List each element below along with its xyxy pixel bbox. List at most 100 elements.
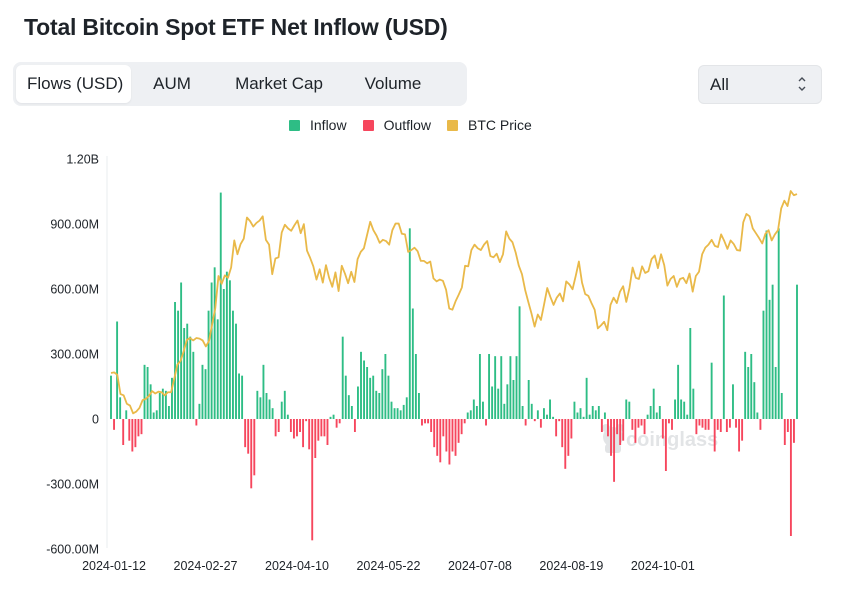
inflow-bar[interactable] — [777, 228, 780, 419]
inflow-bar[interactable] — [774, 367, 777, 419]
outflow-bar[interactable] — [296, 419, 298, 437]
tab-volume[interactable]: Volume — [364, 74, 422, 93]
outflow-bar[interactable] — [274, 419, 277, 437]
inflow-bar[interactable] — [652, 388, 655, 419]
inflow-bar[interactable] — [536, 410, 539, 419]
outflow-bar[interactable] — [439, 419, 442, 463]
tab-flows-usd[interactable]: Flows (USD) — [16, 65, 131, 103]
inflow-bar[interactable] — [204, 369, 207, 419]
outflow-bar[interactable] — [247, 419, 250, 454]
outflow-bar[interactable] — [454, 419, 457, 456]
outflow-bar[interactable] — [320, 419, 323, 437]
outflow-bar[interactable] — [421, 419, 423, 426]
inflow-bar[interactable] — [219, 192, 222, 419]
inflow-bar[interactable] — [207, 310, 210, 419]
outflow-bar[interactable] — [707, 419, 710, 430]
inflow-bar[interactable] — [796, 284, 798, 419]
inflow-bar[interactable] — [750, 354, 753, 419]
outflow-bar[interactable] — [457, 419, 460, 443]
outflow-bar[interactable] — [445, 419, 448, 452]
outflow-bar[interactable] — [436, 419, 439, 456]
inflow-bar[interactable] — [125, 410, 128, 419]
inflow-bar[interactable] — [500, 356, 503, 419]
outflow-bar[interactable] — [128, 419, 131, 441]
outflow-bar[interactable] — [637, 419, 640, 428]
inflow-bar[interactable] — [238, 373, 240, 420]
outflow-bar[interactable] — [613, 419, 616, 482]
inflow-bar[interactable] — [655, 412, 658, 420]
outflow-bar[interactable] — [326, 419, 329, 445]
inflow-bar[interactable] — [192, 351, 195, 419]
inflow-bar[interactable] — [329, 416, 332, 419]
inflow-bar[interactable] — [283, 390, 286, 419]
inflow-bar[interactable] — [360, 351, 362, 419]
inflow-bar[interactable] — [216, 319, 219, 419]
inflow-bar[interactable] — [573, 401, 576, 419]
inflow-bar[interactable] — [658, 406, 661, 419]
inflow-bar[interactable] — [530, 403, 533, 419]
outflow-bar[interactable] — [299, 419, 301, 432]
inflow-bar[interactable] — [680, 399, 683, 420]
inflow-bar[interactable] — [110, 375, 112, 419]
outflow-bar[interactable] — [634, 419, 637, 443]
inflow-bar[interactable] — [232, 310, 234, 419]
outflow-bar[interactable] — [561, 419, 564, 448]
inflow-bar[interactable] — [384, 354, 387, 419]
inflow-bar[interactable] — [146, 367, 149, 419]
inflow-bar[interactable] — [143, 364, 146, 419]
inflow-bar[interactable] — [271, 408, 274, 419]
inflow-bar[interactable] — [341, 336, 344, 419]
outflow-bar[interactable] — [427, 419, 430, 424]
inflow-bar[interactable] — [228, 280, 231, 419]
outflow-bar[interactable] — [610, 419, 612, 456]
legend-item-outflow[interactable]: Outflow — [362, 117, 431, 133]
inflow-bar[interactable] — [603, 412, 606, 420]
inflow-bar[interactable] — [414, 354, 417, 419]
outflow-bar[interactable] — [113, 419, 115, 430]
outflow-bar[interactable] — [323, 419, 326, 437]
inflow-bar[interactable] — [408, 228, 411, 419]
inflow-bar[interactable] — [259, 397, 262, 419]
outflow-bar[interactable] — [668, 419, 670, 424]
outflow-bar[interactable] — [335, 419, 338, 428]
inflow-bar[interactable] — [155, 410, 158, 419]
inflow-bar[interactable] — [262, 364, 265, 419]
inflow-bar[interactable] — [594, 410, 597, 419]
outflow-bar[interactable] — [311, 419, 314, 541]
inflow-bar[interactable] — [597, 406, 600, 419]
inflow-bar[interactable] — [543, 408, 545, 419]
legend-item-inflow[interactable]: Inflow — [289, 117, 347, 133]
inflow-bar[interactable] — [183, 328, 186, 419]
outflow-bar[interactable] — [122, 419, 125, 445]
inflow-bar[interactable] — [494, 356, 497, 419]
inflow-bar[interactable] — [710, 362, 713, 419]
inflow-bar[interactable] — [399, 410, 402, 419]
range-select[interactable]: All — [698, 65, 822, 104]
inflow-bar[interactable] — [512, 380, 515, 419]
inflow-bar[interactable] — [478, 354, 481, 419]
inflow-bar[interactable] — [515, 356, 518, 419]
inflow-bar[interactable] — [765, 230, 768, 420]
inflow-bar[interactable] — [164, 390, 167, 419]
outflow-bar[interactable] — [292, 419, 295, 439]
outflow-bar[interactable] — [314, 419, 317, 458]
inflow-bar[interactable] — [683, 401, 686, 419]
inflow-bar[interactable] — [235, 323, 237, 419]
outflow-bar[interactable] — [570, 419, 573, 439]
inflow-bar[interactable] — [747, 367, 750, 419]
inflow-bar[interactable] — [552, 416, 555, 419]
outflow-bar[interactable] — [664, 419, 667, 471]
outflow-bar[interactable] — [485, 419, 487, 426]
inflow-bar[interactable] — [189, 336, 192, 419]
inflow-bar[interactable] — [780, 393, 783, 419]
outflow-bar[interactable] — [131, 419, 134, 452]
outflow-bar[interactable] — [277, 419, 280, 432]
inflow-bar[interactable] — [210, 282, 213, 420]
inflow-bar[interactable] — [378, 393, 381, 419]
inflow-bar[interactable] — [347, 395, 350, 419]
inflow-bar[interactable] — [225, 271, 228, 419]
outflow-bar[interactable] — [317, 419, 320, 441]
inflow-bar[interactable] — [488, 354, 491, 419]
outflow-bar[interactable] — [607, 419, 609, 437]
inflow-bar[interactable] — [482, 401, 484, 419]
